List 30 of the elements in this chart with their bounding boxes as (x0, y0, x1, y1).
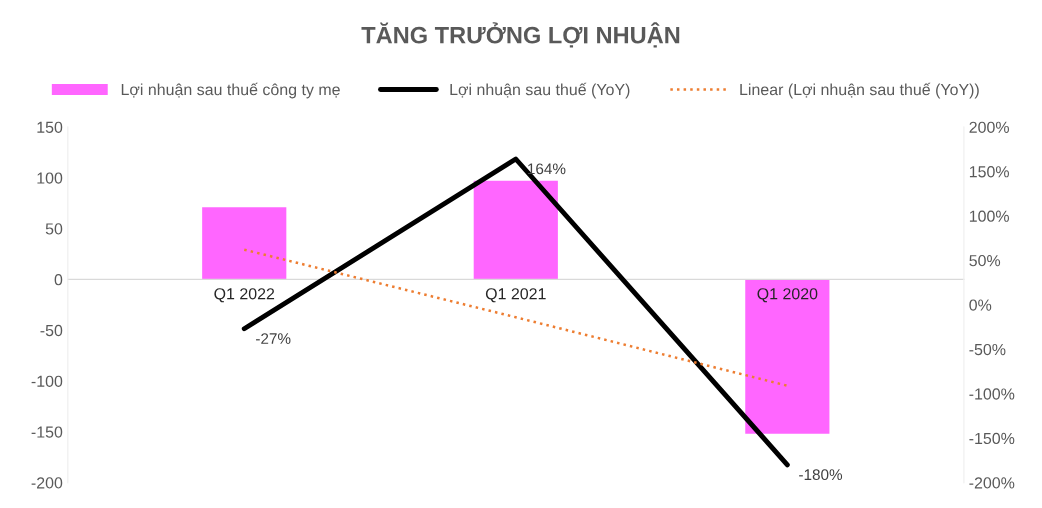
x-tick-label: Q1 2021 (485, 288, 546, 303)
legend-label: Lợi nhuận sau thuế công ty mẹ (121, 82, 340, 99)
y-tick-label: -50 (40, 324, 63, 337)
legend-label: Linear (Lợi nhuận sau thuế (YoY)) (740, 82, 979, 99)
bar (473, 180, 558, 280)
y-tick-label: 0 (54, 274, 63, 286)
y-tick-label: -150 (31, 426, 63, 438)
y-tick-label: 50 (45, 223, 63, 235)
chart-title: TĂNG TRƯỞNG LỢI NHUẬN (361, 22, 680, 48)
legend-label: Lợi nhuận sau thuế (YoY) (450, 82, 630, 99)
y2-tick-label: 50% (969, 254, 1001, 267)
y2-tick-label: 100% (969, 210, 1009, 222)
y2-tick-label: -150% (969, 432, 1015, 445)
data-label: -27% (256, 333, 291, 344)
x-tick-label: Q1 2022 (214, 288, 275, 303)
y-tick-label: -100 (31, 375, 63, 387)
y-tick-label: 100 (37, 172, 63, 184)
y2-tick-label: 0% (969, 299, 992, 311)
bar (202, 207, 287, 280)
y2-tick-label: -100% (969, 388, 1015, 400)
y2-tick-label: -50% (969, 343, 1006, 356)
bar (745, 279, 830, 434)
x-tick-label: Q1 2020 (757, 288, 818, 303)
data-label: 164% (528, 163, 566, 175)
data-label: -180% (799, 469, 843, 481)
y-tick-label: -200 (31, 477, 63, 489)
y-tick-label: 150 (37, 121, 63, 133)
y2-tick-label: 150% (969, 166, 1009, 178)
y2-tick-label: 200% (969, 121, 1009, 133)
y2-tick-label: -200% (969, 477, 1015, 489)
